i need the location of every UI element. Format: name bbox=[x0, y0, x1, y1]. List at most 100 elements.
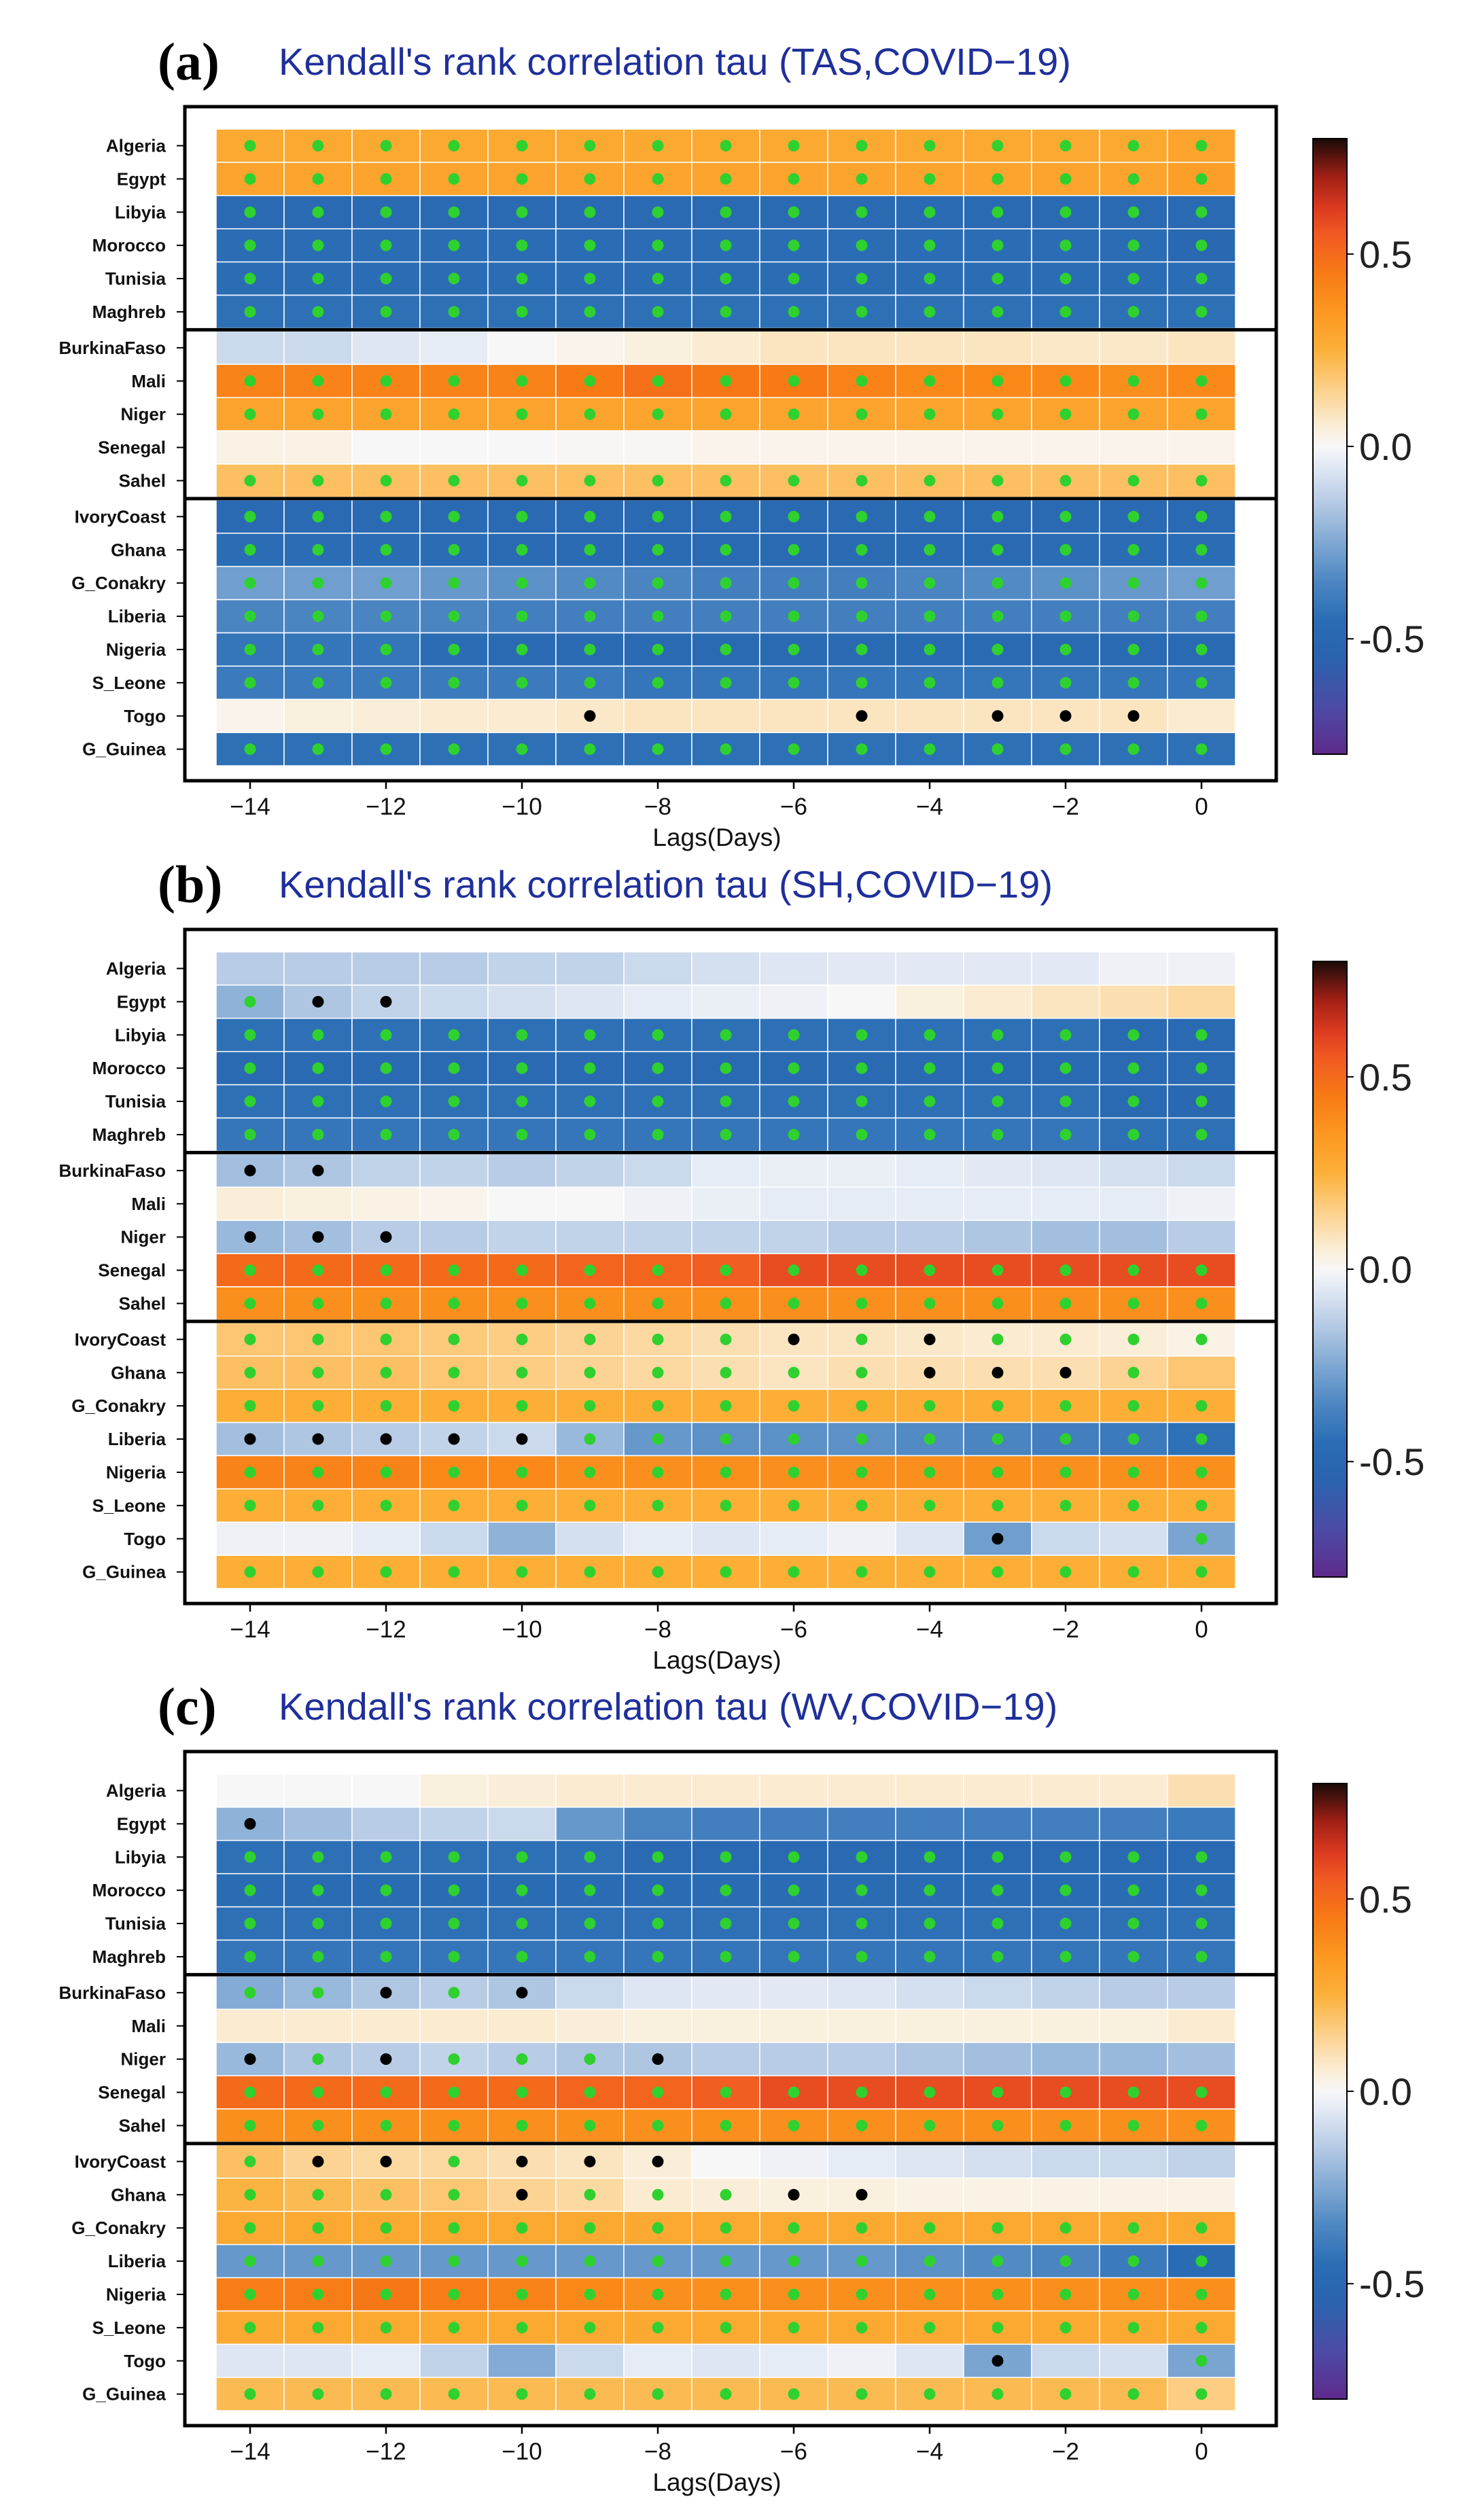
significant-dot bbox=[584, 677, 596, 689]
significant-dot bbox=[516, 239, 528, 251]
significant-dot bbox=[1059, 1297, 1072, 1309]
significant-dot bbox=[244, 272, 256, 285]
significant-dot bbox=[516, 1129, 528, 1141]
heatmap-cell bbox=[487, 2343, 557, 2378]
heatmap-cell bbox=[827, 984, 896, 1019]
significant-dot bbox=[924, 2119, 936, 2131]
significant-dot bbox=[924, 2322, 936, 2334]
row-label: Morocco bbox=[92, 1058, 166, 1078]
heatmap-cell bbox=[623, 1186, 692, 1221]
significant-dot bbox=[312, 2087, 324, 2099]
heatmap-cell bbox=[963, 2144, 1032, 2179]
significant-dot bbox=[788, 1297, 800, 1309]
heatmap-cell bbox=[1099, 2343, 1168, 2378]
heatmap-cell bbox=[351, 698, 421, 733]
heatmap-cell bbox=[419, 951, 489, 986]
significant-dot bbox=[720, 306, 732, 318]
significant-dot bbox=[924, 1917, 936, 1930]
x-tick-label: 0 bbox=[1195, 1616, 1208, 1643]
significant-dot bbox=[448, 1851, 460, 1863]
heatmap-cell bbox=[283, 2343, 353, 2378]
x-tick-label: −4 bbox=[916, 794, 943, 820]
significant-dot bbox=[516, 375, 528, 387]
row-label: Morocco bbox=[92, 235, 166, 255]
row-label: Libyia bbox=[115, 1847, 166, 1867]
heatmap-cell bbox=[691, 330, 760, 366]
significant-dot bbox=[312, 474, 324, 486]
nonsignificant-dot bbox=[992, 2355, 1004, 2367]
heatmap-cell bbox=[963, 330, 1032, 366]
significant-dot bbox=[1195, 306, 1208, 318]
heatmap-cell bbox=[1031, 1773, 1100, 1808]
significant-dot bbox=[788, 1029, 800, 1041]
significant-dot bbox=[856, 677, 868, 689]
significant-dot bbox=[992, 1095, 1004, 1107]
significant-dot bbox=[1195, 1297, 1208, 1309]
significant-dot bbox=[1059, 173, 1072, 185]
significant-dot bbox=[1059, 1333, 1072, 1345]
significant-dot bbox=[448, 1366, 460, 1379]
heatmap-cell bbox=[1167, 1153, 1236, 1188]
heatmap-cell bbox=[487, 1388, 557, 1423]
significant-dot bbox=[312, 2222, 324, 2234]
significant-dot bbox=[856, 2119, 868, 2131]
significant-dot bbox=[448, 544, 460, 556]
significant-dot bbox=[652, 677, 664, 689]
heatmap-cell bbox=[1031, 1521, 1100, 1556]
significant-dot bbox=[788, 2119, 800, 2131]
significant-dot bbox=[1059, 510, 1072, 522]
significant-dot bbox=[516, 2322, 528, 2334]
significant-dot bbox=[992, 474, 1004, 486]
significant-dot bbox=[924, 173, 936, 185]
significant-dot bbox=[652, 2388, 664, 2400]
heatmap-cell bbox=[895, 430, 964, 465]
heatmap-cell bbox=[215, 1773, 285, 1808]
significant-dot bbox=[924, 1951, 936, 1963]
significant-dot bbox=[1059, 306, 1072, 318]
significant-dot bbox=[856, 1951, 868, 1963]
significant-dot bbox=[652, 1851, 664, 1863]
significant-dot bbox=[1127, 544, 1140, 556]
significant-dot bbox=[448, 1029, 460, 1041]
heatmap-cell bbox=[963, 2042, 1032, 2076]
significant-dot bbox=[856, 173, 868, 185]
x-tick-label: −8 bbox=[644, 2438, 671, 2465]
significant-dot bbox=[788, 1466, 800, 1478]
colorbar bbox=[1312, 961, 1348, 1578]
heatmap-cell bbox=[1031, 1186, 1100, 1221]
heatmap-cell bbox=[623, 430, 692, 465]
significant-dot bbox=[244, 2322, 256, 2334]
significant-dot bbox=[312, 1951, 324, 1963]
significant-dot bbox=[448, 139, 460, 152]
significant-dot bbox=[584, 408, 596, 421]
significant-dot bbox=[584, 1566, 596, 1578]
significant-dot bbox=[788, 375, 800, 387]
significant-dot bbox=[652, 610, 664, 622]
significant-dot bbox=[652, 1264, 664, 1277]
colorbar-tick-label: 0.5 bbox=[1359, 233, 1412, 276]
heatmap-cell bbox=[895, 951, 964, 986]
heatmap-cell bbox=[283, 430, 353, 465]
significant-dot bbox=[244, 1029, 256, 1041]
significant-dot bbox=[516, 1333, 528, 1345]
significant-dot bbox=[856, 2388, 868, 2400]
significant-dot bbox=[1127, 1499, 1140, 1512]
heatmap-cell bbox=[419, 1153, 489, 1188]
significant-dot bbox=[1127, 408, 1140, 421]
significant-dot bbox=[448, 474, 460, 486]
significant-dot bbox=[992, 239, 1004, 251]
significant-dot bbox=[788, 1264, 800, 1277]
significant-dot bbox=[244, 2119, 256, 2131]
row-label: Maghreb bbox=[92, 302, 166, 322]
significant-dot bbox=[584, 2322, 596, 2334]
significant-dot bbox=[312, 544, 324, 556]
significant-dot bbox=[448, 1062, 460, 1074]
significant-dot bbox=[992, 544, 1004, 556]
heatmap-cell bbox=[555, 1186, 625, 1221]
significant-dot bbox=[448, 1566, 460, 1578]
significant-dot bbox=[992, 1433, 1004, 1445]
significant-dot bbox=[448, 1297, 460, 1309]
nonsignificant-dot bbox=[992, 710, 1004, 722]
significant-dot bbox=[1195, 408, 1208, 421]
heatmap-cell bbox=[759, 2042, 828, 2076]
